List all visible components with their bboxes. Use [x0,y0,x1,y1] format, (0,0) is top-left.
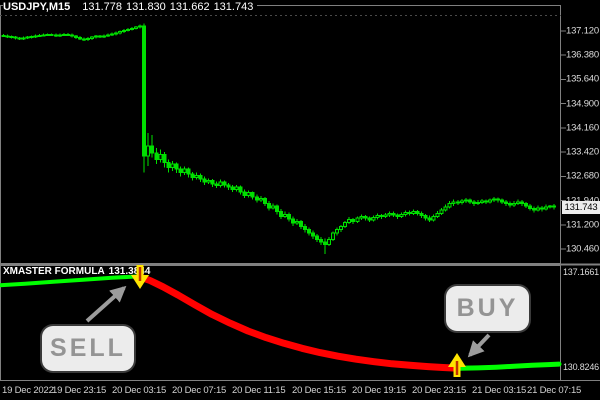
price-axis-label: 130.460 [566,243,599,255]
ohlc-low: 131.662 [169,1,210,13]
price-axis-label: 133.420 [566,146,599,158]
axis-tick-marks [561,30,566,250]
ohlc-open: 131.778 [82,1,123,13]
indicator-name-label: XMASTER FORMULA [3,266,105,277]
price-axis-label: 137.120 [566,25,599,37]
pane-frames [0,5,600,381]
indicator-title: XMASTER FORMULA 131.3844 [3,266,150,277]
price-axis-label: 134.900 [566,98,599,110]
current-price-tag: 131.743 [562,200,600,214]
time-axis-label: 21 Dec 03:15 [472,385,527,396]
sell-annotation-box[interactable]: SELL [42,326,134,371]
time-axis-label: 19 Dec 23:15 [52,385,107,396]
time-axis-label: 20 Dec 03:15 [112,385,167,396]
time-axis-label: 20 Dec 19:15 [352,385,407,396]
symbol-timeframe-label: USDJPY,M15 [3,1,71,13]
indicator-scale-max: 137.1661 [563,267,599,277]
price-axis-label: 135.640 [566,73,599,85]
time-axis-label: 20 Dec 23:15 [412,385,467,396]
price-axis-label: 134.160 [566,122,599,134]
indicator-scale-min: 130.8246 [563,362,599,372]
time-axis-label: 20 Dec 11:15 [232,385,286,396]
indicator-value-label: 131.3844 [108,266,151,277]
price-axis-label: 132.680 [566,170,599,182]
time-axis-label: 19 Dec 2022 [2,385,54,396]
candlestick-series [1,23,557,255]
time-axis-label: 21 Dec 07:15 [527,385,582,396]
ohlc-high: 131.830 [126,1,166,13]
chart-title-bar: USDJPY,M15 131.778 131.830 131.662 131.743 [3,1,258,14]
indicator-line-series [0,273,562,372]
ohlc-close: 131.743 [213,1,254,13]
time-axis-label: 20 Dec 15:15 [292,385,347,396]
price-axis-label: 131.200 [566,219,599,231]
price-axis-label: 136.380 [566,49,599,61]
buy-annotation-box[interactable]: BUY [446,286,529,331]
time-axis-label: 20 Dec 07:15 [172,385,227,396]
